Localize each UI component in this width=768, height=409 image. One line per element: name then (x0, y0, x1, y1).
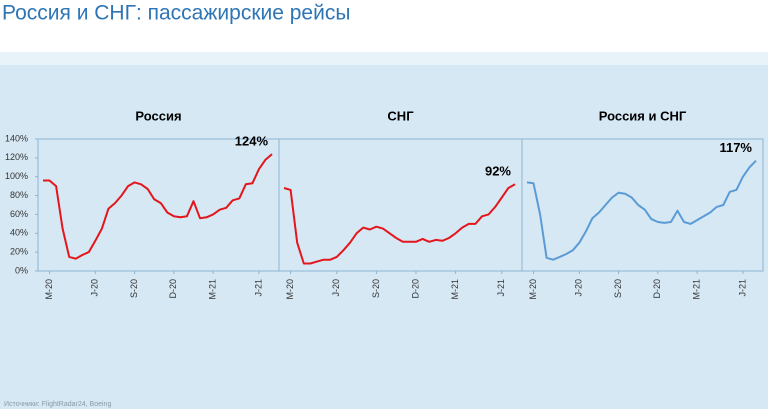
panel-title: СНГ (387, 108, 414, 123)
y-tick-label: 60% (10, 209, 28, 219)
y-tick-label: 140% (5, 133, 28, 143)
end-label: 124% (235, 134, 269, 149)
x-tick-label: J-20 (331, 279, 341, 297)
x-tick-label: M-21 (207, 279, 217, 300)
y-tick-label: 120% (5, 152, 28, 162)
y-tick-label: 80% (10, 190, 28, 200)
x-tick-label: D-20 (652, 279, 662, 299)
x-tick-label: J-21 (496, 279, 506, 297)
x-tick-label: S-20 (129, 279, 139, 298)
end-label: 92% (485, 164, 511, 179)
panel-title: Россия (135, 108, 181, 123)
series-line (43, 153, 273, 260)
x-tick-label: M-21 (450, 279, 460, 300)
y-tick-label: 20% (10, 247, 28, 257)
y-tick-label: 100% (5, 171, 28, 181)
x-tick-label: J-20 (574, 279, 584, 297)
x-tick-label: M-20 (528, 279, 538, 300)
charts: Россия 0% 20% 40% 60% 80% 100% 120% 140% M-20 J-20… (5, 108, 764, 300)
x-tick-label: S-20 (613, 279, 623, 298)
x-tick-label: M-21 (691, 279, 701, 300)
x-tick-label: D-20 (410, 279, 420, 299)
x-tick-label: D-20 (168, 279, 178, 299)
source-note: Источники: FlightRadar24, Boeing (4, 401, 111, 408)
y-tick-label: 40% (10, 228, 28, 238)
x-tick-label: M-20 (285, 279, 295, 300)
x-tick-label: S-20 (371, 279, 381, 298)
y-tick-label: 0% (15, 265, 28, 275)
x-tick-label: J-21 (253, 279, 263, 297)
end-label: 117% (719, 140, 752, 155)
x-tick-label: J-21 (737, 279, 747, 297)
series-line (526, 159, 757, 261)
slide-title: Россия и СНГ: пассажирские рейсы (2, 2, 350, 25)
panel-title: Россия и СНГ (599, 108, 687, 123)
x-tick-label: M-20 (44, 279, 54, 300)
panel-strip (0, 52, 768, 65)
series-line (283, 183, 516, 265)
x-tick-label: J-20 (90, 279, 100, 297)
plot-frame (521, 138, 764, 272)
